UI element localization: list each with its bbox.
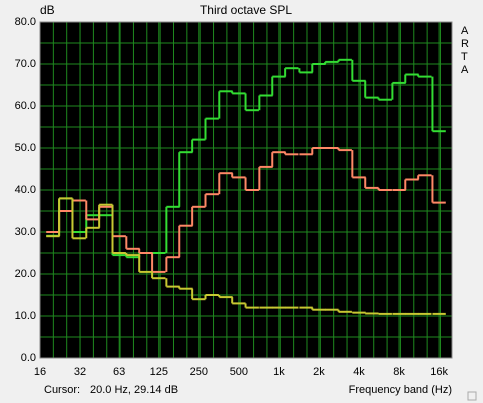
y-tick-label: 60.0 [15,100,36,112]
x-tick-label: 16k [430,366,448,378]
x-tick-label: 4k [353,366,365,378]
x-tick-label: 8k [393,366,405,378]
chart-title: Third octave SPL [200,3,292,17]
y-tick-label: 50.0 [15,142,36,154]
x-tick-label: 250 [190,366,208,378]
x-tick-label: 63 [113,366,125,378]
y-axis-label: dB [40,3,55,17]
watermark-letter: T [461,51,468,63]
y-tick-label: 80.0 [15,16,36,28]
cursor-label: Cursor: [44,384,80,396]
watermark-letter: A [461,64,469,76]
y-tick-label: 40.0 [15,184,36,196]
y-tick-label: 30.0 [15,226,36,238]
resize-grip [467,391,477,401]
x-tick-label: 500 [230,366,248,378]
y-tick-label: 20.0 [15,268,36,280]
x-tick-label: 125 [150,366,168,378]
watermark-letter: R [461,38,469,50]
x-axis-label: Frequency band (Hz) [349,384,452,396]
cursor-value: 20.0 Hz, 29.14 dB [90,384,178,396]
y-tick-label: 70.0 [15,58,36,70]
x-tick-label: 2k [313,366,325,378]
x-tick-label: 16 [34,366,46,378]
plot-border [39,21,453,359]
x-tick-label: 1k [273,366,285,378]
x-tick-label: 32 [74,366,86,378]
watermark-letter: A [461,25,469,37]
y-tick-label: 0.0 [21,352,36,364]
y-tick-label: 10.0 [15,310,36,322]
